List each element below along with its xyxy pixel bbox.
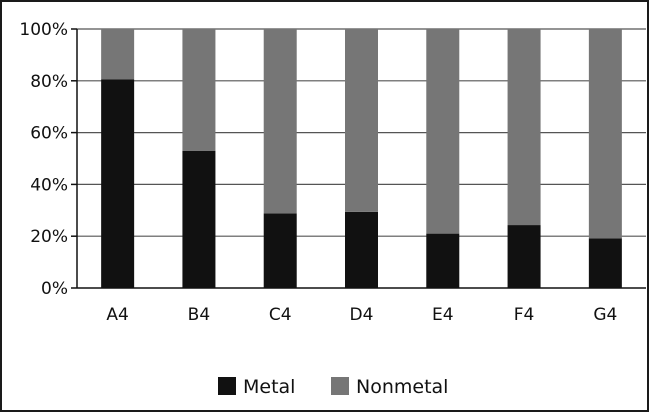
- bar-segment-nonmetal-c4: [263, 29, 297, 214]
- legend-swatch-metal: [218, 377, 236, 395]
- legend-label-metal: Metal: [243, 376, 295, 398]
- legend-swatch-nonmetal: [331, 377, 349, 395]
- y-tick-label: 100%: [19, 20, 68, 40]
- bar-segment-metal-b4: [182, 150, 216, 288]
- x-tick-label: G4: [593, 305, 617, 325]
- bar-segment-nonmetal-e4: [426, 29, 460, 234]
- bar-segment-nonmetal-f4: [507, 29, 541, 226]
- bar-segment-metal-d4: [345, 211, 378, 288]
- bar-segment-nonmetal-b4: [182, 29, 216, 151]
- x-tick-label: B4: [188, 305, 210, 325]
- y-tick-label: 80%: [30, 72, 68, 92]
- bar-segment-metal-f4: [507, 225, 541, 288]
- bar-segment-nonmetal-a4: [101, 29, 135, 80]
- bar-segment-nonmetal-g4: [588, 29, 622, 239]
- y-tick-label: 40%: [30, 175, 68, 195]
- bars: [101, 29, 622, 288]
- bar-segment-nonmetal-d4: [345, 29, 378, 212]
- x-tick-label: D4: [350, 305, 374, 325]
- x-tick-label: C4: [269, 305, 292, 325]
- bar-segment-metal-a4: [101, 79, 135, 288]
- bar-segment-metal-e4: [426, 233, 460, 288]
- tick-labels: 0% 20% 40% 60% 80% 100% A4 B4 C4 D4 E4 F4 G4: [19, 20, 617, 325]
- legend-label-nonmetal: Nonmetal: [356, 376, 448, 398]
- bar-segment-metal-g4: [588, 238, 622, 288]
- legend: Metal Nonmetal: [218, 376, 448, 398]
- y-tick-label: 0%: [41, 279, 68, 299]
- bar-segment-metal-c4: [263, 213, 297, 288]
- x-tick-label: E4: [432, 305, 454, 325]
- x-tick-label: F4: [514, 305, 535, 325]
- x-tick-label: A4: [106, 305, 128, 325]
- axes: [71, 28, 646, 289]
- y-tick-label: 60%: [30, 124, 68, 144]
- y-tick-label: 20%: [30, 227, 68, 247]
